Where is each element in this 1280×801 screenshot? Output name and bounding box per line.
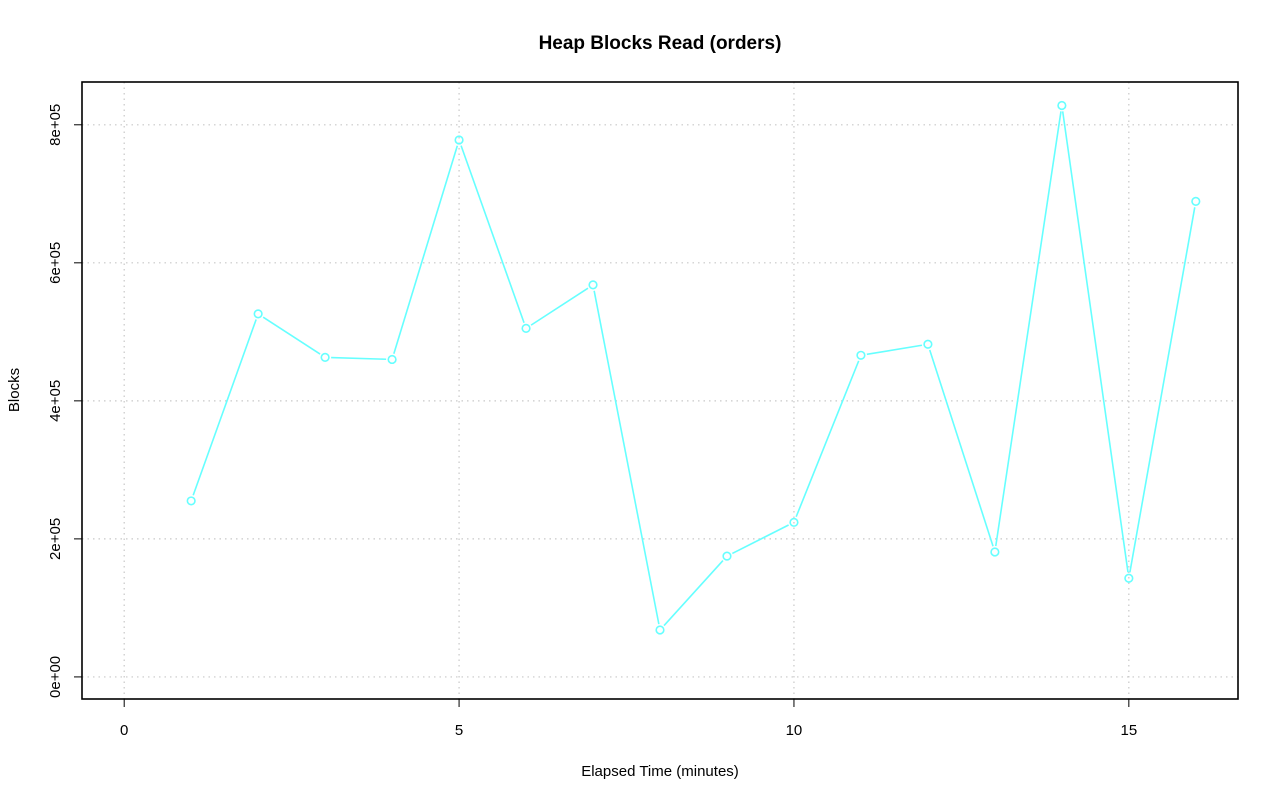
series-line-segment — [530, 287, 589, 326]
data-point — [1057, 100, 1067, 111]
x-axis: 0 5 10 15 — [120, 699, 1137, 739]
x-axis-label: Elapsed Time (minutes) — [581, 763, 739, 780]
data-point — [1124, 573, 1134, 583]
series-line-segment — [331, 356, 387, 361]
data-point — [253, 309, 263, 319]
plot-frame — [81, 81, 1239, 700]
x-tick-label: 15 — [1120, 722, 1137, 739]
data-point — [722, 551, 732, 561]
y-tick-label: 0e+00 — [47, 656, 64, 698]
data-point — [320, 352, 330, 362]
series-line-segment — [593, 290, 660, 625]
series-line-segment — [460, 145, 525, 324]
data-point — [521, 323, 531, 333]
series-line-segment — [1061, 111, 1129, 573]
y-tick-label: 4e+05 — [47, 380, 64, 422]
data-point — [923, 339, 933, 349]
series-line-segment — [866, 344, 923, 356]
series-line-segment — [1129, 207, 1196, 573]
x-tick-label: 0 — [120, 722, 128, 739]
x-tick-label: 10 — [786, 722, 803, 739]
series-line-segment — [663, 560, 724, 627]
series-line-segment — [795, 360, 860, 518]
data-point — [856, 350, 866, 360]
y-axis-label: Blocks — [6, 368, 23, 412]
series-line-segment — [192, 319, 257, 496]
y-tick-label: 2e+05 — [47, 518, 64, 560]
data-point — [990, 547, 1000, 557]
chart-title: Heap Blocks Read (orders) — [539, 33, 782, 54]
series-line-segment — [393, 145, 459, 354]
series-line-segment — [994, 111, 1062, 547]
y-tick-label: 6e+05 — [47, 242, 64, 284]
x-tick-label: 5 — [455, 722, 463, 739]
series-line-segment — [731, 524, 789, 555]
data-point — [454, 135, 464, 145]
data-point — [588, 280, 598, 290]
y-tick-label: 8e+05 — [47, 104, 64, 146]
series-line-segment — [928, 349, 994, 547]
data-point — [186, 496, 196, 506]
data-point — [655, 625, 665, 635]
data-point — [387, 354, 397, 365]
data-point — [1191, 196, 1201, 206]
data-point — [789, 517, 799, 527]
series-layer — [186, 100, 1201, 635]
grid — [82, 82, 1238, 699]
series-line-segment — [262, 316, 321, 355]
y-axis: 0e+00 2e+05 4e+05 6e+05 8e+05 — [47, 104, 82, 698]
